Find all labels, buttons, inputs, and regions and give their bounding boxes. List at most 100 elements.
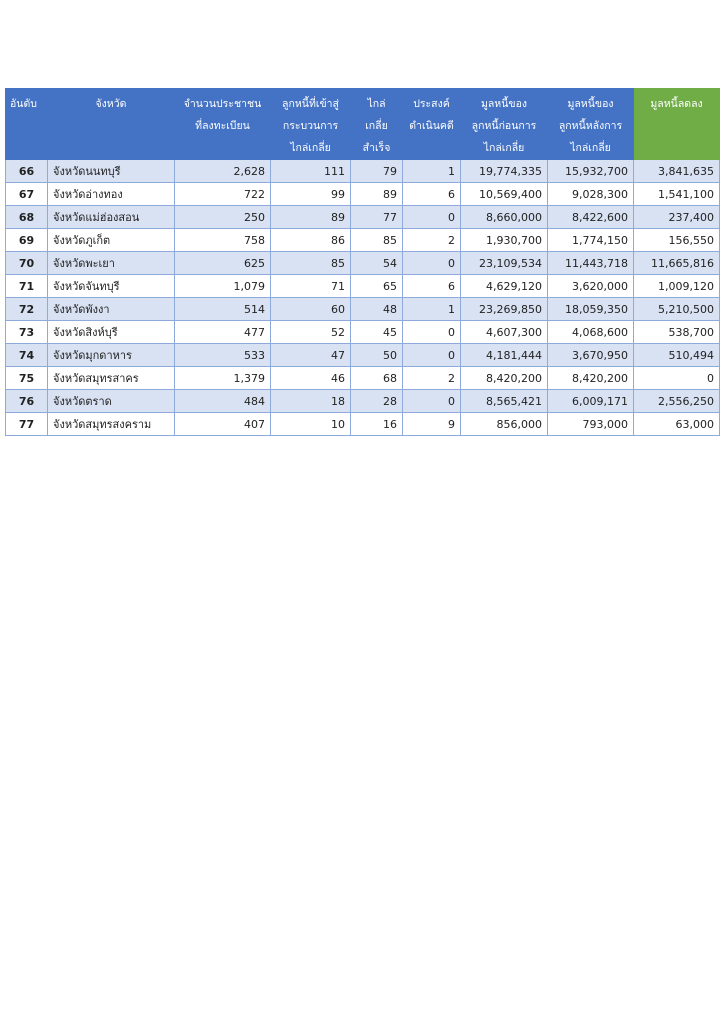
debt-before-cell: 8,565,421 bbox=[460, 389, 548, 413]
header-line: กระบวนการ bbox=[282, 120, 339, 132]
header-mediation-success: ไกล่เกลี่ยสำเร็จ bbox=[350, 88, 403, 160]
province-cell: จังหวัดนนทบุรี bbox=[47, 159, 175, 183]
debt-reduced-cell: 5,210,500 bbox=[633, 297, 720, 321]
success-cell: 89 bbox=[350, 182, 403, 206]
header-line: ประสงค์ bbox=[413, 98, 450, 110]
debt-reduced-cell: 0 bbox=[633, 366, 720, 390]
debt-reduced-cell: 3,841,635 bbox=[633, 159, 720, 183]
litigation-cell: 1 bbox=[402, 159, 461, 183]
registered-cell: 1,379 bbox=[174, 366, 271, 390]
header-line: มูลหนี้ลดลง bbox=[650, 98, 703, 110]
debt-reduced-cell: 156,550 bbox=[633, 228, 720, 252]
header-line: จำนวนประชาชน bbox=[183, 98, 262, 110]
debt-before-cell: 4,629,120 bbox=[460, 274, 548, 298]
table-row: 70 จังหวัดพะเยา 625 85 54 0 23,109,534 11,443,7… bbox=[5, 251, 720, 275]
header-debtors-in-process: ลูกหนี้ที่เข้าสู่ กระบวนการ ไกล่เกลี่ย bbox=[270, 88, 351, 160]
debt-before-cell: 8,420,200 bbox=[460, 366, 548, 390]
debt-before-cell: 4,181,444 bbox=[460, 343, 548, 367]
debt-reduced-cell: 237,400 bbox=[633, 205, 720, 229]
header-rank: อันดับ bbox=[5, 88, 48, 160]
litigation-cell: 6 bbox=[402, 182, 461, 206]
debt-reduced-cell: 11,665,816 bbox=[633, 251, 720, 275]
registered-cell: 477 bbox=[174, 320, 271, 344]
table-row: 72 จังหวัดพังงา 514 60 48 1 23,269,850 18,059,3… bbox=[5, 297, 720, 321]
debtors-cell: 60 bbox=[270, 297, 351, 321]
success-cell: 45 bbox=[350, 320, 403, 344]
debt-reduced-cell: 63,000 bbox=[633, 412, 720, 436]
table-row: 73 จังหวัดสิงห์บุรี 477 52 45 0 4,607,300 4,068… bbox=[5, 320, 720, 344]
debt-after-cell: 8,422,600 bbox=[547, 205, 634, 229]
debt-reduced-cell: 538,700 bbox=[633, 320, 720, 344]
header-line: มูลหนี้ของ bbox=[480, 98, 528, 110]
table-row: 69 จังหวัดภูเก็ต 758 86 85 2 1,930,700 1,774,15… bbox=[5, 228, 720, 252]
registered-cell: 484 bbox=[174, 389, 271, 413]
province-cell: จังหวัดแม่ฮ่องสอน bbox=[47, 205, 175, 229]
litigation-cell: 1 bbox=[402, 297, 461, 321]
province-cell: จังหวัดสิงห์บุรี bbox=[47, 320, 175, 344]
header-line: สำเร็จ bbox=[362, 142, 391, 154]
header-line: เกลี่ย bbox=[365, 120, 388, 132]
success-cell: 28 bbox=[350, 389, 403, 413]
rank-cell: 71 bbox=[5, 274, 48, 298]
header-line: ไกล่ bbox=[367, 98, 386, 110]
rank-cell: 74 bbox=[5, 343, 48, 367]
header-debt-after: มูลหนี้ของ ลูกหนี้หลังการ ไกล่เกลี่ย bbox=[547, 88, 634, 160]
debt-after-cell: 11,443,718 bbox=[547, 251, 634, 275]
registered-cell: 625 bbox=[174, 251, 271, 275]
rank-cell: 67 bbox=[5, 182, 48, 206]
debt-reduced-cell: 1,541,100 bbox=[633, 182, 720, 206]
header-debt-reduced: มูลหนี้ลดลง bbox=[633, 88, 720, 160]
table-row: 71 จังหวัดจันทบุรี 1,079 71 65 6 4,629,120 3,62… bbox=[5, 274, 720, 298]
province-cell: จังหวัดสมุทรสาคร bbox=[47, 366, 175, 390]
debt-after-cell: 15,932,700 bbox=[547, 159, 634, 183]
litigation-cell: 0 bbox=[402, 320, 461, 344]
table-body: 66 จังหวัดนนทบุรี 2,628 111 79 1 19,774,335 15,… bbox=[5, 159, 720, 436]
header-want-litigation: ประสงค์ดำเนินคดี bbox=[402, 88, 461, 160]
debt-before-cell: 1,930,700 bbox=[460, 228, 548, 252]
debt-before-cell: 23,269,850 bbox=[460, 297, 548, 321]
litigation-cell: 0 bbox=[402, 389, 461, 413]
debt-before-cell: 856,000 bbox=[460, 412, 548, 436]
header-debt-before: มูลหนี้ของ ลูกหนี้ก่อนการ ไกล่เกลี่ย bbox=[460, 88, 548, 160]
success-cell: 77 bbox=[350, 205, 403, 229]
province-cell: จังหวัดตราด bbox=[47, 389, 175, 413]
success-cell: 48 bbox=[350, 297, 403, 321]
litigation-cell: 0 bbox=[402, 343, 461, 367]
success-cell: 65 bbox=[350, 274, 403, 298]
header-registered: จำนวนประชาชน ที่ลงทะเบียน bbox=[174, 88, 271, 160]
debtors-cell: 71 bbox=[270, 274, 351, 298]
header-line: ดำเนินคดี bbox=[409, 120, 454, 132]
debt-reduced-cell: 2,556,250 bbox=[633, 389, 720, 413]
registered-cell: 407 bbox=[174, 412, 271, 436]
litigation-cell: 2 bbox=[402, 228, 461, 252]
debtors-cell: 111 bbox=[270, 159, 351, 183]
header-line: มูลหนี้ของ bbox=[567, 98, 614, 110]
rank-cell: 66 bbox=[5, 159, 48, 183]
header-line: ลูกหนี้หลังการ bbox=[558, 120, 623, 132]
registered-cell: 1,079 bbox=[174, 274, 271, 298]
header-line: ไกล่เกลี่ย bbox=[483, 142, 525, 154]
header-line: ไกล่เกลี่ย bbox=[290, 142, 331, 154]
success-cell: 50 bbox=[350, 343, 403, 367]
table-row: 68 จังหวัดแม่ฮ่องสอน 250 89 77 0 8,660,000 8,42… bbox=[5, 205, 720, 229]
success-cell: 16 bbox=[350, 412, 403, 436]
registered-cell: 722 bbox=[174, 182, 271, 206]
debt-after-cell: 793,000 bbox=[547, 412, 634, 436]
debt-after-cell: 8,420,200 bbox=[547, 366, 634, 390]
registered-cell: 533 bbox=[174, 343, 271, 367]
province-cell: จังหวัดมุกดาหาร bbox=[47, 343, 175, 367]
province-cell: จังหวัดสมุทรสงคราม bbox=[47, 412, 175, 436]
debtors-cell: 47 bbox=[270, 343, 351, 367]
rank-cell: 77 bbox=[5, 412, 48, 436]
litigation-cell: 6 bbox=[402, 274, 461, 298]
debtors-cell: 99 bbox=[270, 182, 351, 206]
litigation-cell: 0 bbox=[402, 205, 461, 229]
rank-cell: 73 bbox=[5, 320, 48, 344]
debtors-cell: 46 bbox=[270, 366, 351, 390]
province-cell: จังหวัดพังงา bbox=[47, 297, 175, 321]
debt-before-cell: 19,774,335 bbox=[460, 159, 548, 183]
registered-cell: 758 bbox=[174, 228, 271, 252]
registered-cell: 2,628 bbox=[174, 159, 271, 183]
province-cell: จังหวัดจันทบุรี bbox=[47, 274, 175, 298]
debt-before-cell: 10,569,400 bbox=[460, 182, 548, 206]
